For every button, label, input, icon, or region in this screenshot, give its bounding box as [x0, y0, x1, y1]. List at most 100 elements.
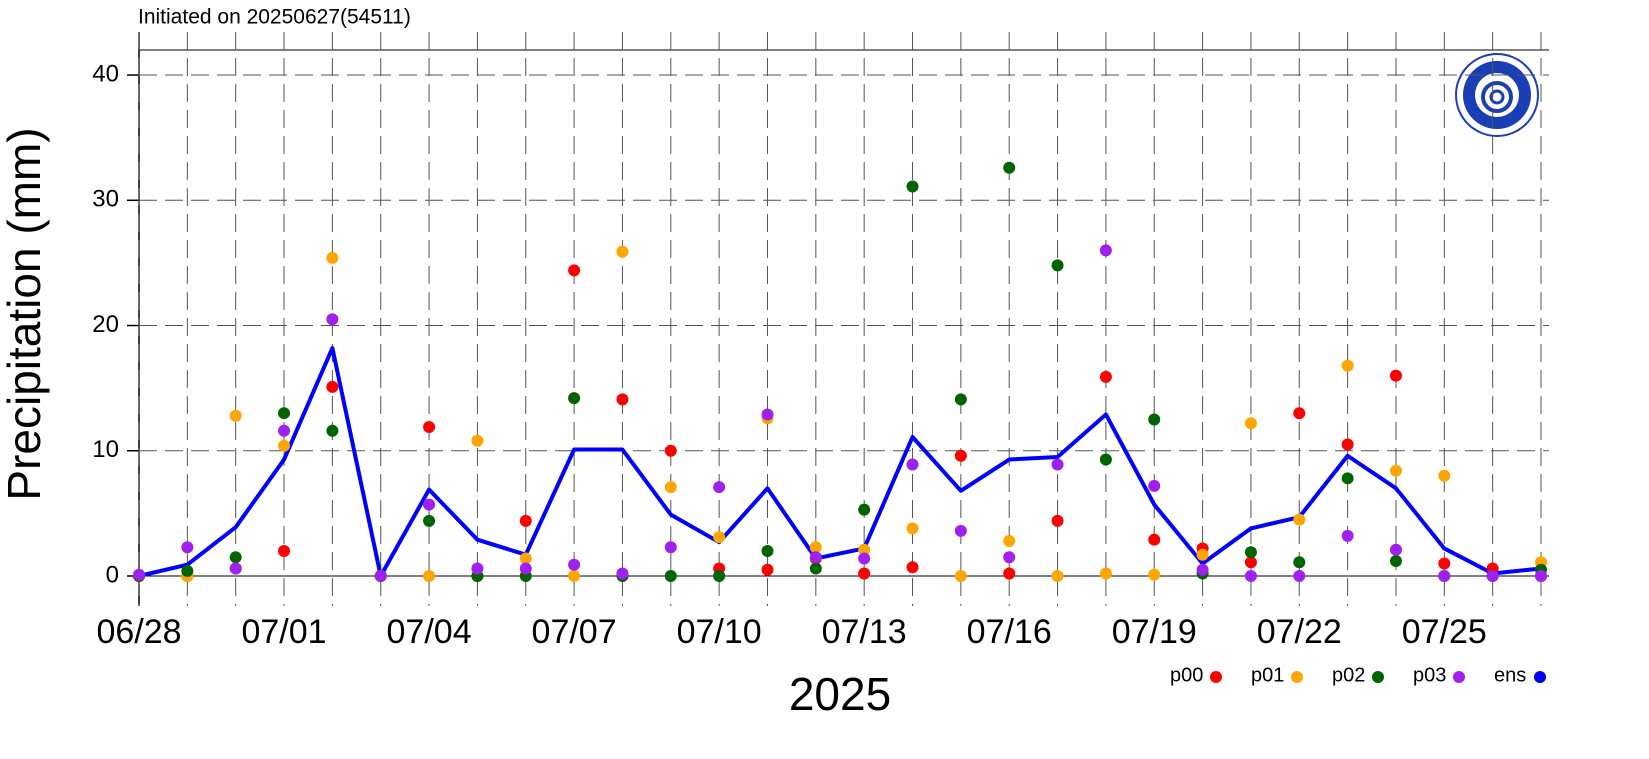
data-point: [568, 570, 581, 582]
data-point: [1438, 557, 1451, 570]
data-point: [1099, 453, 1112, 466]
data-point: [423, 498, 436, 511]
data-point: [1244, 417, 1257, 430]
data-point: [1051, 514, 1064, 527]
x-tick-label: 07/19: [1112, 613, 1197, 651]
data-point: [1003, 161, 1016, 174]
data-point: [1003, 534, 1016, 547]
data-point: [1148, 479, 1161, 492]
x-tick-label: 07/13: [822, 613, 907, 651]
data-point: [1341, 472, 1354, 485]
data-point: [1196, 548, 1209, 561]
x-axis-label: 2025: [789, 668, 891, 720]
data-point: [1486, 570, 1499, 582]
data-point: [1438, 469, 1451, 482]
data-point: [326, 380, 339, 393]
data-point: [1051, 458, 1064, 471]
data-point: [809, 541, 822, 554]
chart-title: Initiated on 20250627(54511): [138, 6, 411, 29]
data-point: [1438, 570, 1451, 582]
y-axis-label: Precipitation (mm): [0, 127, 50, 500]
data-point: [471, 562, 484, 575]
data-point: [1148, 413, 1161, 426]
data-point: [519, 514, 532, 527]
data-point: [1051, 570, 1064, 582]
data-point: [423, 570, 436, 582]
data-point: [181, 564, 194, 577]
x-tick-label: 07/10: [677, 613, 762, 651]
data-point: [229, 409, 242, 422]
y-tick-label: 10: [92, 436, 119, 463]
data-point: [761, 408, 774, 421]
data-point: [1341, 529, 1354, 542]
legend-label: p03: [1413, 664, 1446, 686]
data-point: [229, 562, 242, 575]
x-tick-label: 07/16: [967, 613, 1052, 651]
legend-marker: [1210, 671, 1222, 683]
legend-marker: [1453, 671, 1465, 683]
data-point: [1244, 570, 1257, 582]
data-point: [1003, 551, 1016, 564]
data-point: [1244, 556, 1257, 569]
data-point: [906, 522, 919, 535]
data-point: [1003, 567, 1016, 580]
data-point: [906, 180, 919, 193]
legend-marker: [1372, 671, 1384, 683]
data-point: [616, 393, 629, 406]
logo: [1455, 53, 1539, 137]
data-point: [1535, 570, 1547, 582]
x-tick-label: 07/22: [1257, 613, 1342, 651]
data-point: [326, 251, 339, 264]
data-point: [1293, 407, 1306, 420]
data-point: [954, 570, 967, 582]
data-point: [1148, 568, 1161, 581]
data-point: [858, 567, 871, 580]
data-point: [423, 514, 436, 527]
data-point: [906, 458, 919, 471]
data-point: [713, 481, 726, 494]
data-point: [568, 558, 581, 571]
data-point: [133, 568, 145, 581]
data-point: [1244, 546, 1257, 559]
data-point: [326, 313, 339, 326]
data-point: [471, 434, 484, 447]
data-point: [809, 562, 822, 575]
ens-line: [138, 346, 1542, 578]
legend-marker: [1534, 671, 1546, 683]
data-point: [713, 570, 726, 582]
data-point: [858, 552, 871, 565]
data-point: [278, 407, 291, 420]
data-point: [761, 544, 774, 557]
data-point: [1293, 570, 1306, 582]
data-point: [568, 392, 581, 405]
data-point: [1389, 554, 1402, 567]
data-point: [1196, 563, 1209, 576]
data-point: [858, 543, 871, 556]
data-point: [858, 503, 871, 516]
data-point: [713, 531, 726, 544]
data-point: [954, 524, 967, 537]
data-point: [1099, 567, 1112, 580]
data-point: [664, 444, 677, 457]
data-point: [1051, 259, 1064, 272]
data-point: [278, 544, 291, 557]
data-point: [278, 424, 291, 437]
data-point: [278, 439, 291, 452]
legend-label: p01: [1251, 664, 1284, 686]
data-point: [616, 567, 629, 580]
data-point: [1099, 244, 1112, 257]
data-point: [906, 561, 919, 574]
data-point: [1099, 370, 1112, 383]
data-point: [616, 245, 629, 258]
data-point: [1389, 464, 1402, 477]
y-tick-label: 40: [92, 60, 119, 87]
data-point: [423, 420, 436, 433]
data-point: [374, 570, 387, 582]
data-point: [664, 541, 677, 554]
legend-label: p02: [1332, 664, 1365, 686]
data-point: [519, 552, 532, 565]
legend-label: p00: [1170, 664, 1203, 686]
data-point: [1341, 438, 1354, 451]
